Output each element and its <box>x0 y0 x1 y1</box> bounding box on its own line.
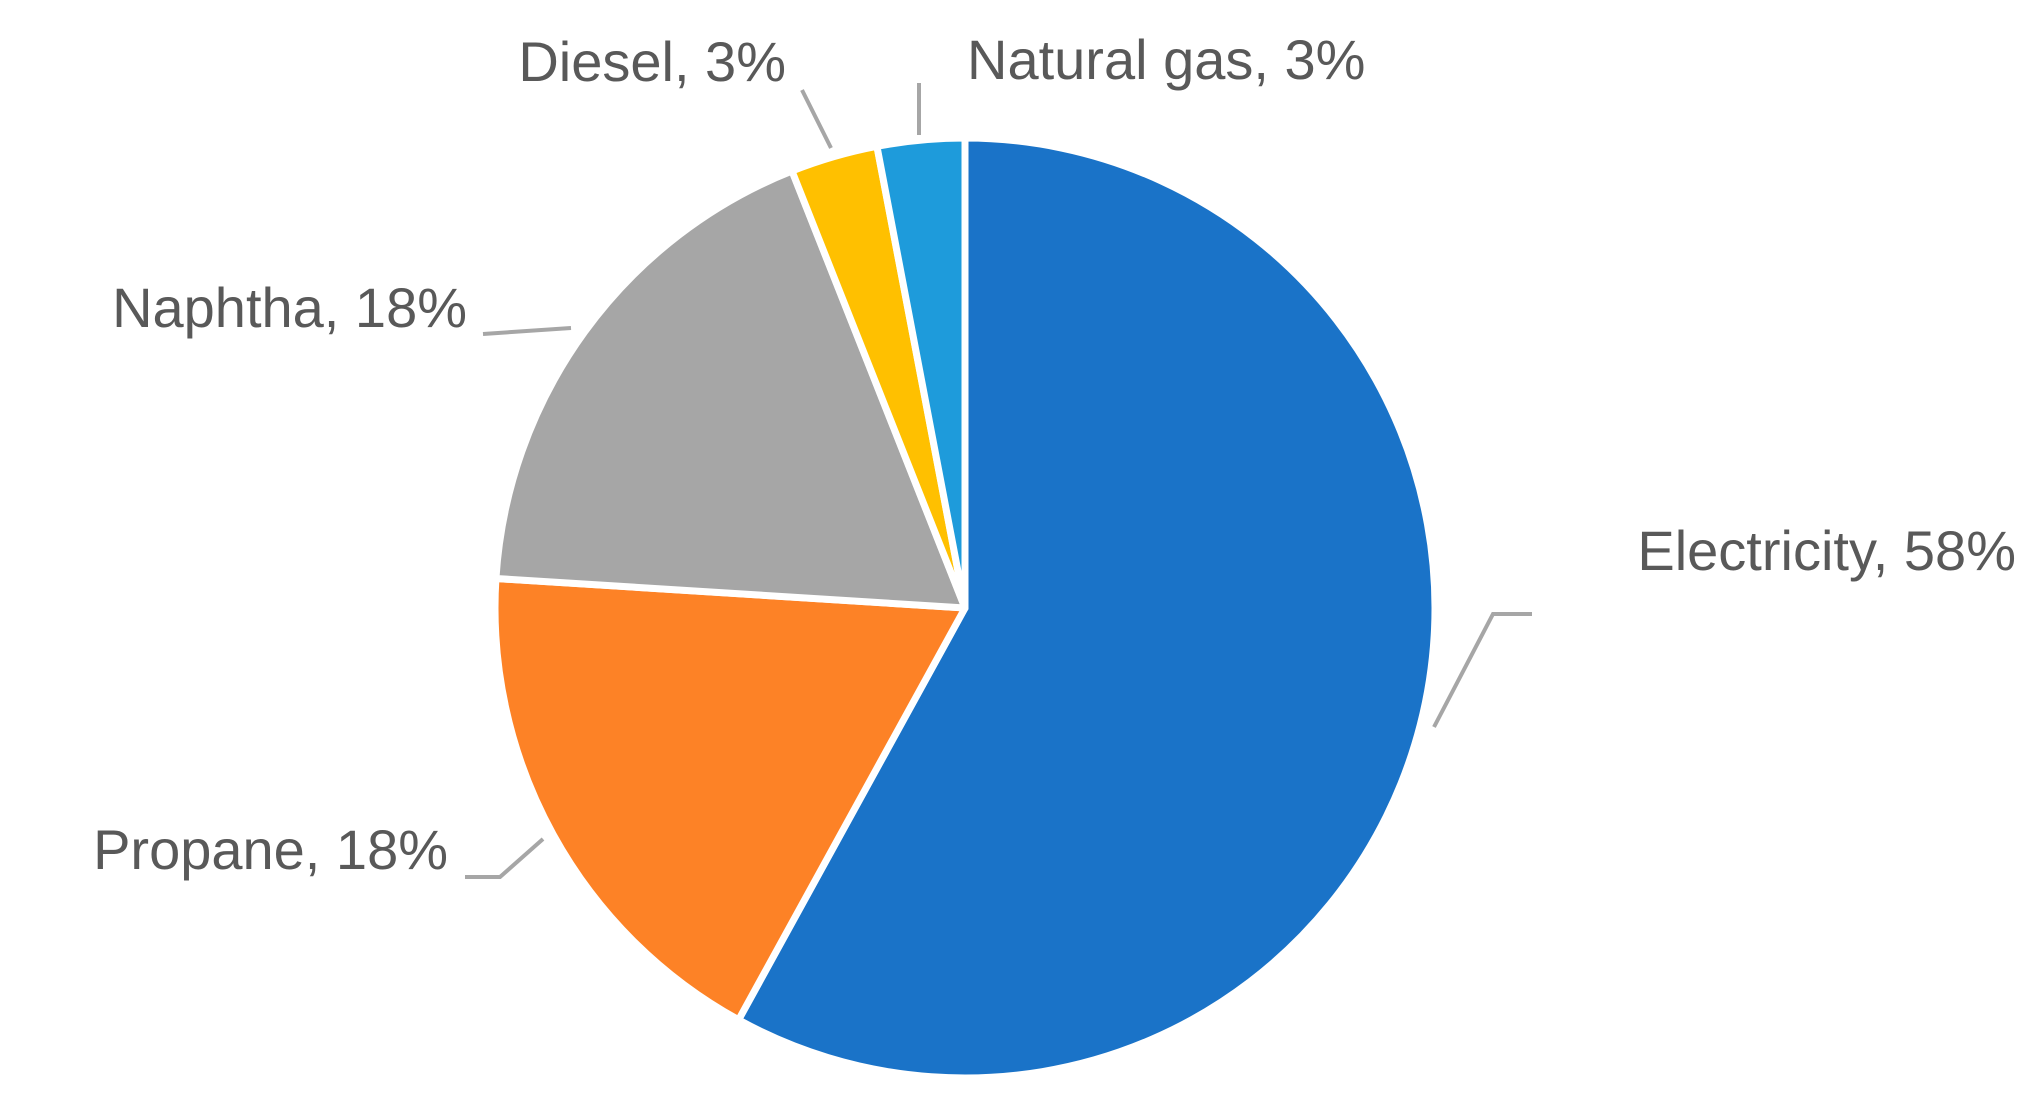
pie-slice <box>735 134 1439 1082</box>
leader-line <box>800 89 833 149</box>
data-label: Electricity, 58% <box>1637 519 2016 582</box>
data-label: Naphtha, 18% <box>112 276 467 339</box>
pie-slice <box>873 134 969 612</box>
data-label: Propane, 18% <box>93 818 448 881</box>
leader-line <box>465 837 545 879</box>
data-label: Diesel, 3% <box>518 30 786 93</box>
pie-slice <box>492 167 969 612</box>
leader-line <box>482 326 572 336</box>
pie-slice <box>491 574 969 1024</box>
leader-line <box>1432 612 1532 728</box>
data-label: Natural gas, 3% <box>967 28 1365 91</box>
